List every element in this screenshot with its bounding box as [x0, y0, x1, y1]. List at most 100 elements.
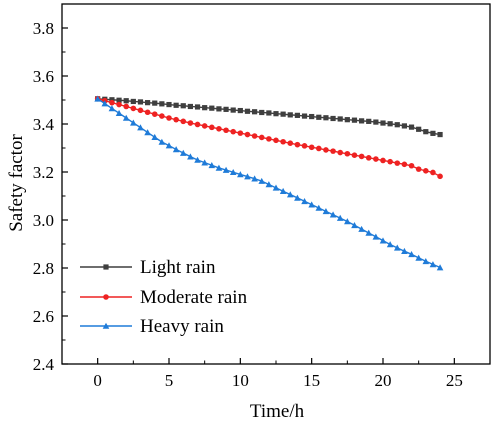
light-rain-point — [166, 101, 172, 108]
series-layer — [94, 95, 444, 271]
moderate-rain-point — [230, 128, 236, 135]
heavy-rain-point — [415, 254, 422, 261]
series-light-rain — [95, 96, 443, 138]
heavy-rain-point — [365, 229, 373, 236]
heavy-rain-point — [372, 233, 380, 240]
light-rain-point — [330, 115, 336, 122]
moderate-rain-point — [251, 133, 258, 139]
moderate-rain-point — [194, 121, 201, 128]
heavy-rain-point — [158, 138, 166, 145]
light-rain-point — [223, 106, 229, 112]
heavy-rain-point — [187, 153, 194, 160]
light-rain-point — [408, 124, 415, 130]
moderate-rain-point — [301, 143, 308, 149]
light-rain-point — [366, 118, 372, 124]
moderate-rain-point — [308, 144, 315, 151]
heavy-rain-point — [201, 159, 208, 166]
x-tick-label: 10 — [232, 371, 249, 390]
legend-item-moderate-rain: Moderate rain — [80, 287, 248, 308]
moderate-rain-point — [344, 150, 351, 157]
moderate-rain-point — [244, 131, 251, 138]
light-rain-point — [287, 112, 293, 118]
moderate-rain-point — [430, 169, 436, 176]
y-tick-label: 2.4 — [33, 355, 55, 374]
light-rain-point — [159, 101, 165, 107]
moderate-rain-point — [123, 103, 129, 110]
light-rain-point — [244, 108, 251, 114]
moderate-rain-point — [323, 147, 329, 153]
moderate-rain-point — [266, 136, 272, 142]
light-rain-point — [351, 117, 358, 123]
light-rain-point — [137, 99, 144, 105]
x-axis-label: Time/h — [250, 401, 305, 422]
heavy-rain-point — [393, 244, 401, 251]
light-rain-point — [266, 110, 272, 116]
moderate-rain-point — [401, 161, 408, 168]
light-rain-point — [394, 122, 400, 128]
heavy-rain-point — [194, 156, 201, 163]
heavy-rain-point — [208, 161, 216, 169]
moderate-rain-point — [173, 116, 179, 123]
legend-label-moderate-rain: Moderate rain — [140, 287, 248, 308]
y-tick-label: 3.4 — [33, 115, 55, 134]
moderate-rain-point — [109, 99, 115, 106]
heavy-rain-point — [108, 105, 116, 112]
light-rain-point — [359, 118, 365, 124]
moderate-rain-point — [330, 148, 336, 154]
heavy-rain-point — [408, 251, 415, 258]
x-tick-label: 5 — [165, 371, 174, 390]
x-tick-label: 15 — [303, 371, 320, 390]
light-rain-point — [109, 97, 115, 103]
moderate-rain-point — [280, 138, 286, 145]
legend-marker-heavy-rain — [102, 322, 110, 329]
light-rain-point — [152, 100, 158, 106]
light-rain-point — [416, 126, 422, 132]
light-rain-point — [337, 116, 343, 122]
heavy-rain-point — [222, 166, 230, 173]
moderate-rain-point — [151, 111, 158, 117]
legend-item-light-rain: Light rain — [80, 257, 216, 278]
legend-item-heavy-rain: Heavy rain — [80, 316, 224, 337]
light-rain-point — [387, 121, 393, 127]
moderate-rain-point — [365, 155, 372, 161]
heavy-rain-point — [308, 201, 315, 208]
moderate-rain-point — [209, 124, 215, 131]
y-tick-label: 3.6 — [33, 67, 54, 86]
light-rain-point — [123, 98, 129, 104]
light-rain-point — [209, 105, 215, 111]
light-rain-point — [301, 113, 308, 119]
moderate-rain-point — [394, 160, 401, 166]
light-rain-point — [252, 109, 258, 115]
heavy-rain-point — [336, 214, 344, 221]
moderate-rain-point — [180, 118, 187, 125]
heavy-rain-point — [165, 142, 173, 149]
heavy-rain-point — [344, 218, 351, 225]
moderate-rain-point — [258, 134, 265, 141]
moderate-rain-point — [415, 166, 422, 172]
plot-axes: 0 5 10 15 20 25 2.4 2.6 2.8 3.0 3.2 3.4 3.6 3.8 — [33, 3, 491, 390]
light-rain-point — [230, 107, 236, 113]
light-rain-point — [316, 114, 322, 120]
legend-label-heavy-rain: Heavy rain — [140, 316, 224, 337]
light-rain-point — [323, 115, 329, 121]
light-rain-point — [280, 111, 286, 117]
moderate-rain-point — [423, 168, 429, 174]
plot-frame — [61, 3, 491, 365]
moderate-rain-point — [408, 162, 415, 169]
heavy-rain-point — [151, 133, 159, 141]
light-rain-point — [116, 97, 122, 103]
heavy-rain-point — [379, 237, 387, 244]
heavy-rain-point — [122, 114, 130, 121]
moderate-rain-point — [373, 156, 379, 162]
moderate-rain-point — [380, 157, 386, 164]
light-rain-point — [180, 103, 186, 109]
moderate-rain-point — [294, 141, 301, 148]
moderate-rain-point — [159, 113, 165, 119]
light-rain-point — [294, 112, 300, 118]
x-tick-label: 0 — [93, 371, 102, 390]
heavy-rain-point — [436, 264, 444, 271]
light-rain-point — [437, 131, 443, 138]
heavy-rain-point — [351, 221, 358, 229]
light-rain-point — [344, 117, 350, 123]
heavy-rain-point — [429, 261, 437, 268]
